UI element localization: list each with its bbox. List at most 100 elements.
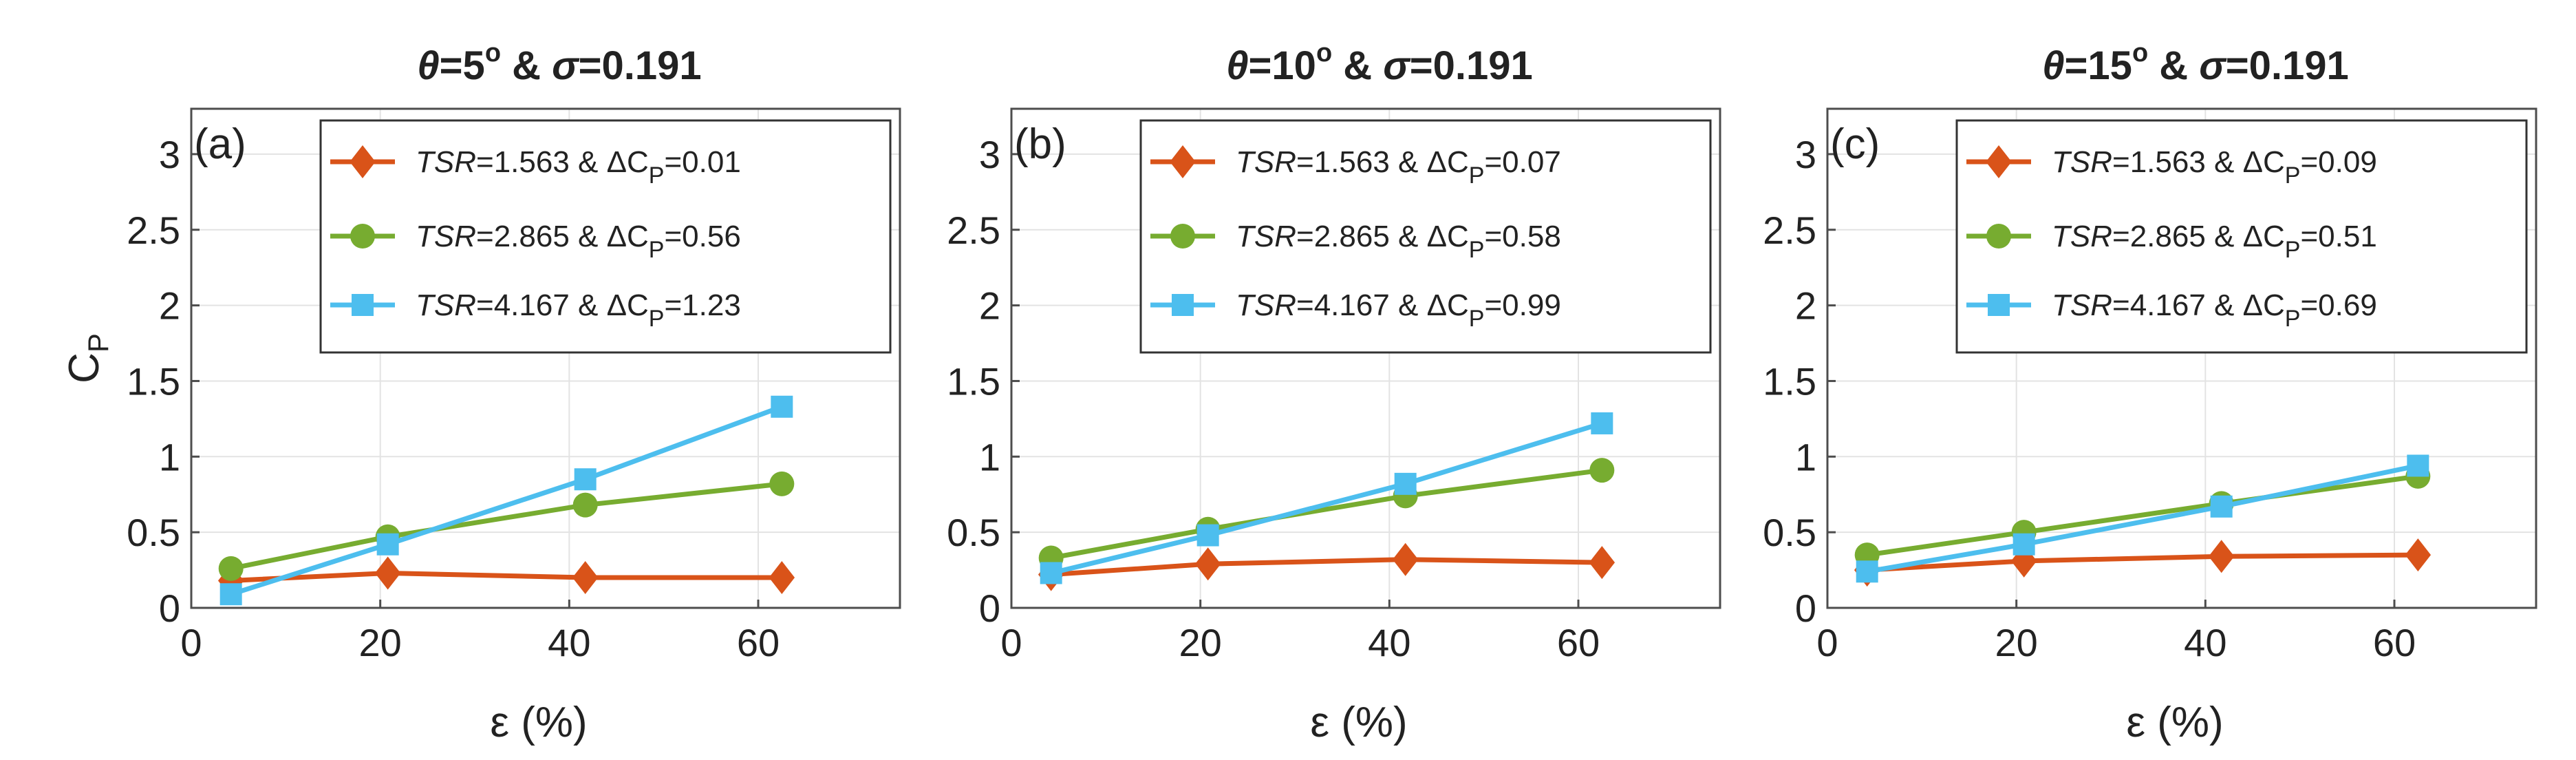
legend-delta-value: =0.51 xyxy=(2300,220,2376,253)
series-line xyxy=(1867,474,2418,558)
y-tick-label: 0.5 xyxy=(1763,511,1816,554)
legend-label: TSR=2.865 & ΔCP=0.56 xyxy=(416,220,741,263)
title-sigma-symbol: σ xyxy=(552,43,580,88)
legend-delta: ΔC xyxy=(1427,288,1469,322)
y-tick-label: 1 xyxy=(1795,435,1816,478)
data-point xyxy=(374,556,401,590)
x-tick-label: 60 xyxy=(2373,621,2416,664)
data-point xyxy=(2407,454,2429,477)
legend-delta-value: =0.01 xyxy=(664,145,740,179)
y-tick-label: 1.5 xyxy=(127,359,180,403)
axes-frame xyxy=(190,107,901,609)
legend-box xyxy=(319,119,892,354)
series-line xyxy=(230,570,782,583)
legend-tsr-label: TSR xyxy=(2052,145,2112,179)
y-tick-label: 2 xyxy=(1795,284,1816,328)
x-axis-label: ε (%) xyxy=(490,699,587,746)
legend-tsr-label: TSR xyxy=(416,220,476,253)
legend-tsr-label: TSR xyxy=(2052,288,2112,322)
legend-tsr-value: =4.167 & xyxy=(1296,288,1427,322)
title-amp: & xyxy=(501,43,552,88)
title-sigma-symbol: σ xyxy=(2199,43,2227,88)
data-point xyxy=(376,533,399,556)
data-point xyxy=(2012,533,2035,556)
x-tick-label: 0 xyxy=(1816,621,1838,664)
data-point xyxy=(1589,458,1615,483)
series-3 xyxy=(1856,454,2429,583)
title-degree: o xyxy=(2132,39,2148,67)
y-tick-label: 1.5 xyxy=(1763,359,1816,403)
legend-delta: ΔC xyxy=(2243,220,2285,253)
y-tick-label: 3 xyxy=(979,133,1000,176)
axes-frame xyxy=(1010,107,1721,609)
legend-marker xyxy=(350,145,376,178)
data-point xyxy=(218,556,244,581)
y-tick-label: 0 xyxy=(979,587,1000,630)
data-point xyxy=(1591,412,1613,434)
legend-marker xyxy=(1986,224,2011,249)
legend-delta-value: =0.58 xyxy=(1484,220,1560,253)
data-point xyxy=(219,583,242,606)
data-point xyxy=(574,468,597,491)
legend-label: TSR=1.563 & ΔCP=0.01 xyxy=(416,145,741,189)
legend-delta: ΔC xyxy=(1427,220,1469,253)
panel-label: (b) xyxy=(1014,120,1066,168)
y-tick-label: 0.5 xyxy=(127,511,180,554)
legend-delta-sub: P xyxy=(649,237,665,263)
x-tick-label: 40 xyxy=(548,621,590,664)
legend-delta-value: =0.07 xyxy=(1484,145,1560,179)
legend-tsr-label: TSR xyxy=(1236,288,1296,322)
panel-title: θ=5o & σ=0.191 xyxy=(417,39,701,88)
legend-marker xyxy=(1986,145,2012,178)
y-tick-label: 1 xyxy=(159,435,180,478)
legend-delta: ΔC xyxy=(2243,145,2285,179)
title-theta-symbol: θ xyxy=(1226,43,1248,88)
legend-marker xyxy=(1170,224,1195,249)
legend-delta-sub: P xyxy=(2285,306,2301,332)
data-point xyxy=(572,492,598,518)
series-line xyxy=(1051,557,1602,578)
axes-frame xyxy=(1826,107,2537,609)
legend-entry-1: TSR=1.563 & ΔCP=0.09 xyxy=(1966,145,2377,189)
title-theta-symbol: θ xyxy=(417,43,439,88)
legend-marker xyxy=(1172,294,1194,316)
legend-delta-value: =1.23 xyxy=(664,288,740,322)
legend-delta-sub: P xyxy=(2285,237,2301,263)
data-point xyxy=(1196,524,1219,547)
legend-tsr-value: =1.563 & xyxy=(1296,145,1427,179)
panel-title: θ=15o & σ=0.191 xyxy=(2042,39,2349,88)
y-tick-label: 2.5 xyxy=(127,209,180,252)
legend-marker xyxy=(352,294,374,316)
title-amp: & xyxy=(2148,43,2199,88)
y-tick-label: 0.5 xyxy=(947,511,1000,554)
legend: TSR=1.563 & ΔCP=0.01 TSR=2.865 & ΔCP=0.56… xyxy=(319,119,892,354)
legend-delta-value: =0.69 xyxy=(2300,288,2376,322)
title-theta-value: =10 xyxy=(1249,43,1316,88)
title-degree: o xyxy=(485,39,501,67)
legend-delta-sub: P xyxy=(649,162,665,189)
panel-label: (c) xyxy=(1830,120,1880,168)
series-3 xyxy=(219,395,793,606)
legend-delta-value: =0.09 xyxy=(2300,145,2376,179)
legend-entry-1: TSR=1.563 & ΔCP=0.01 xyxy=(330,145,741,189)
legend-delta-sub: P xyxy=(1469,162,1485,189)
series-line xyxy=(230,404,783,597)
title-sigma-value: =0.191 xyxy=(1410,43,1533,88)
legend-box xyxy=(1139,119,1712,354)
y-tick-label: 1.5 xyxy=(947,359,1000,403)
x-tick-label: 20 xyxy=(1179,621,1222,664)
legend-delta-value: =0.99 xyxy=(1484,288,1560,322)
y-tick-label: 3 xyxy=(1795,133,1816,176)
x-tick-label: 60 xyxy=(737,621,780,664)
data-point xyxy=(769,471,795,496)
legend-delta-sub: P xyxy=(2285,162,2301,189)
series-line xyxy=(1867,463,2419,574)
legend-label: TSR=4.167 & ΔCP=0.69 xyxy=(2052,288,2377,332)
legend-delta-value: =0.56 xyxy=(664,220,740,253)
series-3 xyxy=(1040,412,1613,584)
data-point xyxy=(1040,562,1062,584)
legend-entry-2: TSR=2.865 & ΔCP=0.51 xyxy=(1966,220,2377,263)
title-theta-value: =15 xyxy=(2065,43,2132,88)
legend-label: TSR=4.167 & ΔCP=0.99 xyxy=(1236,288,1561,332)
